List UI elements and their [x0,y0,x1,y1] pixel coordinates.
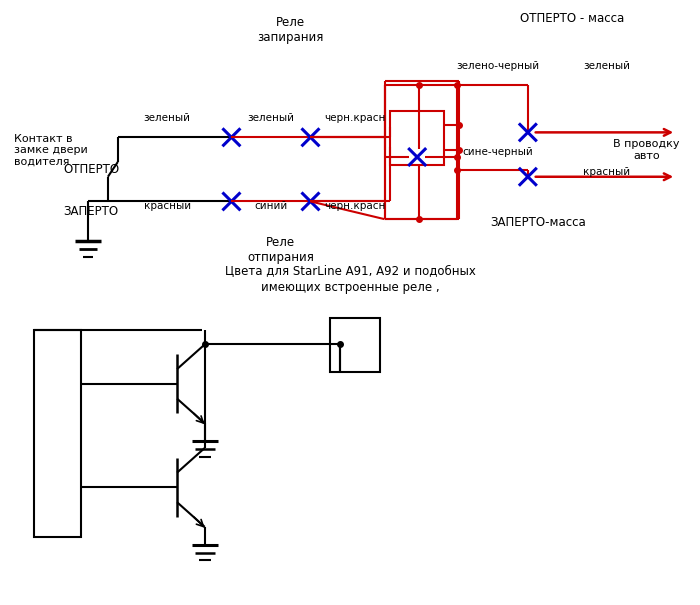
Text: зеленый: зеленый [248,113,295,123]
Bar [330,318,379,372]
Bar [389,111,444,165]
Text: ОТПЕРТО - масса: ОТПЕРТО - масса [520,12,624,25]
Text: Реле
запирания: Реле запирания [258,16,324,44]
Text: сине-черный: сине-черный [463,147,533,157]
Text: ЗАПЕРТО: ЗАПЕРТО [64,204,118,218]
Text: красный: красный [583,167,631,177]
Text: синий: синий [254,201,288,211]
Text: Реле
отпирания: Реле отпирания [247,236,314,264]
Text: черн.красн: черн.красн [324,113,386,123]
Text: зелено-черный: зелено-черный [456,61,540,71]
Text: В проводку
авто: В проводку авто [613,139,680,161]
Text: зеленый: зеленый [583,61,631,71]
Text: черн.красн: черн.красн [324,201,386,211]
Text: зеленый: зеленый [144,113,190,123]
Text: красный: красный [144,201,191,211]
Text: ОТПЕРТО: ОТПЕРТО [64,163,120,176]
Text: ЗАПЕРТО-масса: ЗАПЕРТО-масса [490,216,586,229]
Text: Цвета для StarLine A91, A92 и подобных
имеющих встроенные реле ,: Цвета для StarLine A91, A92 и подобных и… [225,266,475,293]
Text: Контакт в
замке двери
водителя: Контакт в замке двери водителя [14,134,88,167]
Bar [34,330,81,537]
